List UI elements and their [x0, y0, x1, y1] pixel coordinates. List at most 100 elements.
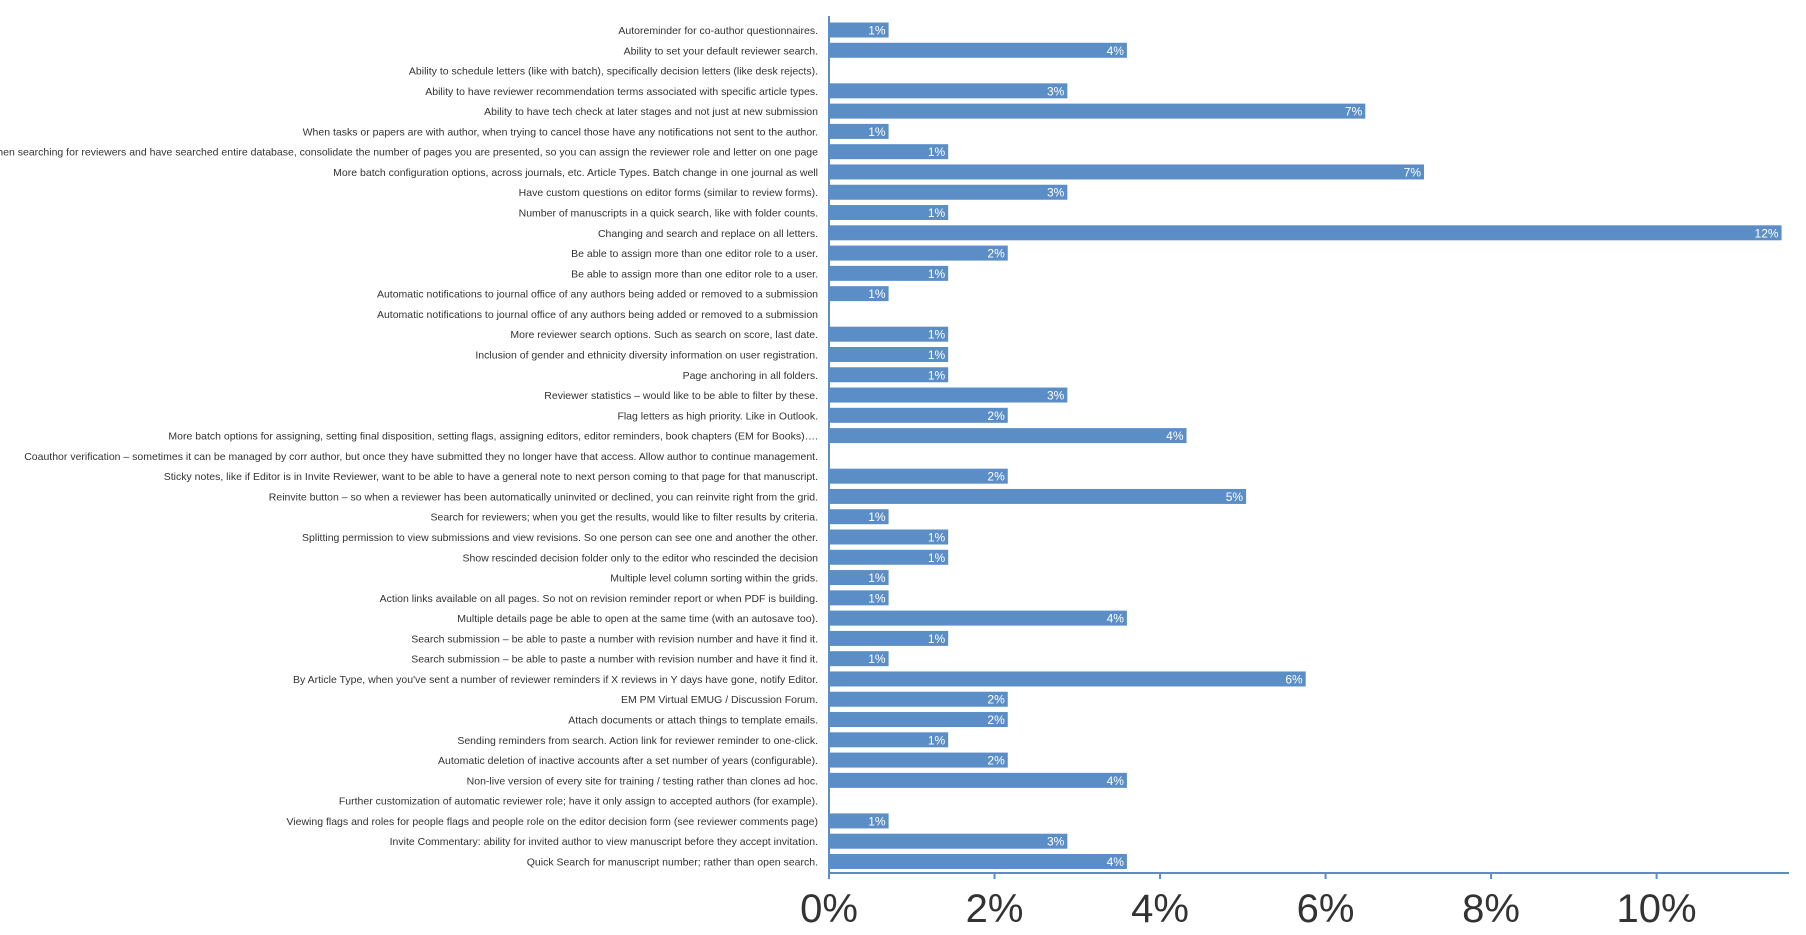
category-label-7: When searching for reviewers and have se…: [0, 147, 818, 159]
category-label-3: Ability to schedule letters (like with b…: [409, 66, 818, 78]
category-label-27: Show rescinded decision folder only to t…: [463, 552, 819, 564]
value-label-24: 5%: [1226, 490, 1244, 504]
value-label-33: 6%: [1285, 672, 1303, 686]
axes-group: [828, 16, 1789, 879]
value-label-16: 1%: [928, 328, 946, 342]
bar-35: [829, 712, 1008, 728]
bar-13: [829, 265, 949, 281]
category-label-18: Page anchoring in all folders.: [683, 370, 818, 382]
category-label-20: Flag letters as high priority. Like in O…: [617, 410, 818, 422]
bar-36: [829, 732, 949, 748]
category-label-4: Ability to have reviewer recommendation …: [425, 86, 818, 98]
category-label-26: Splitting permission to view submissions…: [302, 532, 818, 544]
bar-17: [829, 346, 949, 362]
category-label-25: Search for reviewers; when you get the r…: [431, 512, 819, 524]
value-label-32: 1%: [868, 652, 886, 666]
value-label-13: 1%: [928, 267, 946, 281]
value-label-6: 1%: [868, 125, 886, 139]
value-label-11: 12%: [1755, 226, 1779, 240]
bar-19: [829, 387, 1068, 403]
value-label-17: 1%: [928, 348, 946, 362]
value-label-35: 2%: [987, 713, 1005, 727]
x-tick-label-5: 8%: [1462, 887, 1520, 931]
x-tick-label-4: 6%: [1297, 887, 1355, 931]
tick-labels-group: 0% 2% 4% 6% 8% 10%: [800, 887, 1697, 931]
category-label-31: Search submission – be able to paste a n…: [411, 633, 818, 645]
bar-27: [829, 549, 949, 565]
category-label-38: Non-live version of every site for train…: [467, 775, 818, 787]
value-label-14: 1%: [868, 287, 886, 301]
value-label-19: 3%: [1047, 389, 1065, 403]
value-label-31: 1%: [928, 632, 946, 646]
bars-group: 1% 4% 3% 7% 1% 1% 7% 3% 1% 12% 2% 1% 1% 1% 1% 1% 3% 2% 4% 2…: [829, 22, 1782, 869]
category-label-8: More batch configuration options, across…: [333, 167, 818, 179]
value-label-30: 4%: [1107, 612, 1125, 626]
bar-18: [829, 367, 949, 383]
category-label-33: By Article Type, when you've sent a numb…: [293, 674, 818, 686]
category-label-40: Viewing flags and roles for people flags…: [286, 816, 818, 828]
bar-4: [829, 83, 1068, 99]
value-label-21: 4%: [1166, 429, 1184, 443]
category-label-14: Automatic notifications to journal offic…: [377, 289, 818, 301]
bar-9: [829, 184, 1068, 200]
value-label-40: 1%: [868, 814, 886, 828]
bar-32: [829, 651, 889, 667]
category-label-28: Multiple level column sorting within the…: [610, 573, 818, 585]
value-label-29: 1%: [868, 591, 886, 605]
category-label-23: Sticky notes, like if Editor is in Invit…: [164, 471, 818, 483]
bar-37: [829, 752, 1008, 768]
value-label-12: 2%: [987, 247, 1005, 261]
category-label-39: Further customization of automatic revie…: [339, 796, 818, 808]
category-label-5: Ability to have tech check at later stag…: [484, 106, 818, 118]
value-label-26: 1%: [928, 531, 946, 545]
bar-38: [829, 772, 1127, 788]
category-label-16: More reviewer search options. Such as se…: [510, 329, 818, 341]
bar-12: [829, 245, 1008, 261]
value-label-10: 1%: [928, 206, 946, 220]
category-label-12: Be able to assign more than one editor r…: [571, 248, 818, 260]
category-label-41: Invite Commentary: ability for invited a…: [390, 836, 818, 848]
category-label-15: Automatic notifications to journal offic…: [377, 309, 818, 321]
value-label-25: 1%: [868, 510, 886, 524]
category-label-37: Automatic deletion of inactive accounts …: [438, 755, 818, 767]
bar-40: [829, 813, 889, 829]
bar-6: [829, 123, 889, 139]
category-label-6: When tasks or papers are with author, wh…: [303, 126, 818, 138]
bar-33: [829, 671, 1306, 687]
bar-5: [829, 103, 1366, 119]
bar-41: [829, 833, 1068, 849]
category-label-2: Ability to set your default reviewer sea…: [624, 45, 818, 57]
value-label-36: 1%: [928, 733, 946, 747]
category-label-29: Action links available on all pages. So …: [380, 593, 818, 605]
bar-26: [829, 529, 949, 545]
bar-8: [829, 164, 1425, 180]
bar-1: [829, 22, 889, 38]
bar-28: [829, 570, 889, 586]
category-label-42: Quick Search for manuscript number; rath…: [527, 856, 818, 868]
bar-7: [829, 144, 949, 160]
bar-10: [829, 205, 949, 221]
value-label-4: 3%: [1047, 84, 1065, 98]
value-label-20: 2%: [987, 409, 1005, 423]
value-label-42: 4%: [1107, 855, 1125, 869]
category-label-19: Reviewer statistics – would like to be a…: [544, 390, 818, 402]
x-tick-label-2: 2%: [966, 887, 1024, 931]
bar-24: [829, 488, 1247, 504]
category-label-13: Be able to assign more than one editor r…: [571, 268, 818, 280]
bar-30: [829, 610, 1127, 626]
value-label-8: 7%: [1404, 165, 1422, 179]
category-label-35: Attach documents or attach things to tem…: [568, 715, 818, 727]
category-label-9: Have custom questions on editor forms (s…: [519, 187, 818, 199]
category-labels-group: Autoreminder for co-author questionnaire…: [0, 25, 818, 868]
category-label-10: Number of manuscripts in a quick search,…: [519, 208, 818, 220]
bar-31: [829, 630, 949, 646]
bar-23: [829, 468, 1008, 484]
category-label-21: More batch options for assigning, settin…: [168, 431, 818, 443]
category-label-34: EM PM Virtual EMUG / Discussion Forum.: [621, 694, 818, 706]
value-label-28: 1%: [868, 571, 886, 585]
value-label-23: 2%: [987, 470, 1005, 484]
value-label-9: 3%: [1047, 186, 1065, 200]
value-label-18: 1%: [928, 368, 946, 382]
x-tick-label-1: 0%: [800, 887, 858, 931]
value-label-5: 7%: [1345, 105, 1363, 119]
